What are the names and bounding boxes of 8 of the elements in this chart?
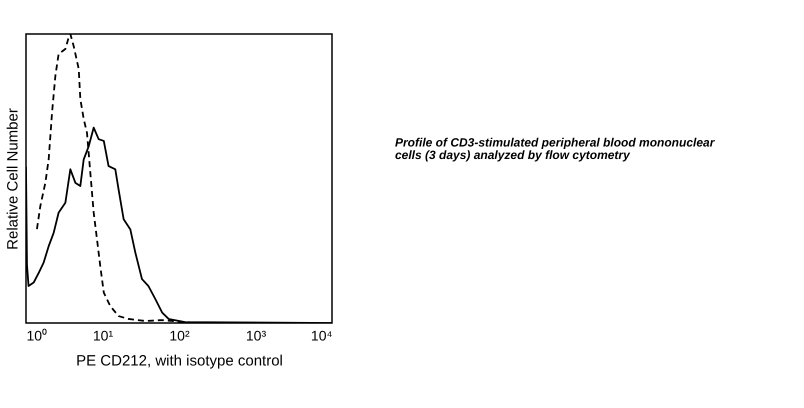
text: Profile of CD3-stimulated peripheral blood mononuclear cells (3 days) analyzed by flow cytometry xyxy=(395,135,716,162)
x-axis-title: PE CD212, with isotype control xyxy=(76,352,283,370)
x-tick-label: 10⁴ xyxy=(310,328,332,344)
x-tick-label: 10⁰ xyxy=(26,328,48,344)
x-tick-label: 10³ xyxy=(246,328,266,344)
x-tick-label: 10¹ xyxy=(92,328,114,344)
y-axis-title: Relative Cell Number xyxy=(4,108,22,250)
x-tick-label: 10² xyxy=(169,328,190,344)
